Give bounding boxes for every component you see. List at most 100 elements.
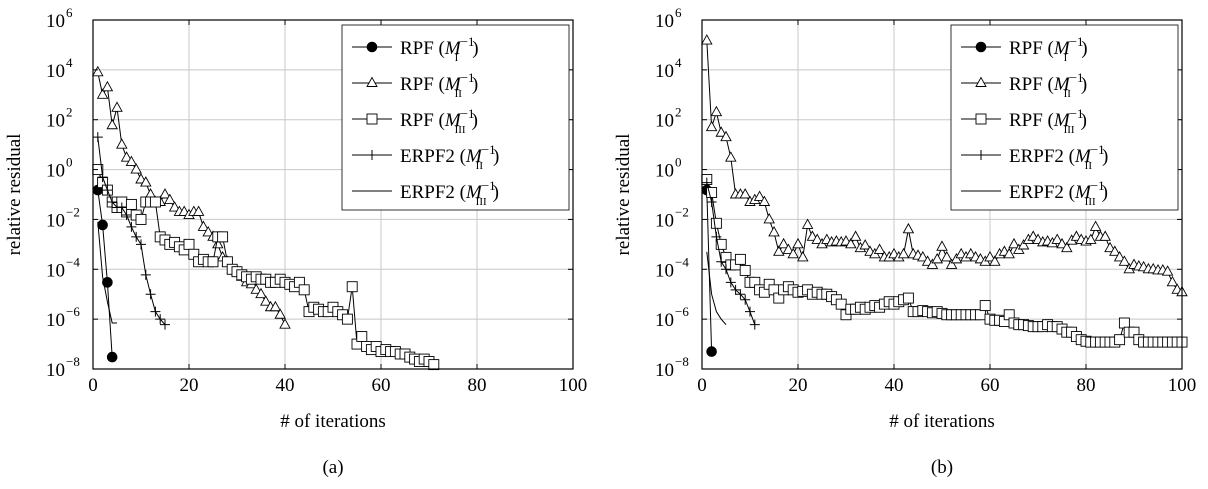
data-point <box>716 256 727 267</box>
legend-entry-label: RPF (M−1 III) <box>1009 106 1087 136</box>
data-point <box>130 163 142 174</box>
data-point <box>701 34 713 45</box>
data-point <box>207 256 219 268</box>
data-point <box>135 213 147 225</box>
legend-marker <box>976 150 986 160</box>
data-point <box>155 314 166 325</box>
data-point <box>749 319 760 330</box>
data-point <box>192 205 205 216</box>
data-point <box>711 231 722 242</box>
data-point <box>1008 237 1020 249</box>
legend-marker <box>366 41 378 53</box>
y-tick-label: 10 <box>655 11 674 32</box>
data-point <box>740 294 751 305</box>
y-tick-exponent: −6 <box>675 304 689 319</box>
y-tick-label: 10 <box>655 111 674 132</box>
data-point <box>950 252 963 264</box>
data-point <box>150 306 161 317</box>
data-point <box>125 198 137 210</box>
data-point <box>945 258 958 269</box>
y-tick-exponent: 4 <box>66 55 73 70</box>
series-1 <box>701 34 1188 297</box>
data-point <box>787 247 799 259</box>
y-tick-exponent: 2 <box>675 105 682 120</box>
data-point <box>106 118 118 130</box>
data-point <box>984 250 996 262</box>
y-axis-label: relative residual <box>613 134 634 256</box>
data-point <box>835 298 847 310</box>
x-tick-label: 60 <box>372 375 391 396</box>
series-line <box>97 190 113 358</box>
data-point <box>902 292 914 304</box>
y-tick-exponent: −8 <box>66 354 80 369</box>
x-tick-label: 0 <box>697 375 707 396</box>
data-point <box>705 120 718 132</box>
data-point <box>1099 230 1111 241</box>
data-point <box>298 284 310 296</box>
y-tick-exponent: −8 <box>675 354 689 369</box>
data-point <box>116 202 127 213</box>
legend-entry-label: RPF (M−1 I) <box>400 34 479 64</box>
y-tick-exponent: −2 <box>675 204 689 219</box>
y-tick-label: 10 <box>655 161 674 182</box>
data-point <box>1017 239 1030 250</box>
x-axis-label: # of iterations <box>889 411 995 432</box>
legend-entry-label: RPF (M−1 II) <box>1009 70 1087 100</box>
data-point <box>782 243 795 254</box>
y-tick-label: 10 <box>655 310 674 331</box>
y-tick-exponent: −2 <box>66 204 80 219</box>
y-tick-label: 10 <box>46 260 65 281</box>
data-point <box>745 306 755 317</box>
data-point <box>768 226 780 237</box>
data-point <box>701 177 712 188</box>
data-point <box>1056 237 1068 249</box>
plot-frame <box>701 19 1183 370</box>
data-point <box>730 284 741 295</box>
legend-marker <box>366 76 378 87</box>
data-point <box>136 239 146 250</box>
data-point <box>356 331 368 343</box>
series-line <box>97 221 117 324</box>
data-point <box>735 289 746 300</box>
panel-label: (b) <box>931 457 953 478</box>
data-point <box>1104 241 1116 253</box>
data-point <box>164 193 176 204</box>
legend-entry-label: ERPF2 (M−1 III) <box>1009 178 1108 208</box>
data-point <box>140 269 151 280</box>
series-4 <box>706 251 727 325</box>
x-tick-label: 100 <box>1168 375 1197 396</box>
data-point <box>902 222 915 234</box>
legend-entry-label: RPF (M−1 II) <box>400 70 478 100</box>
legend-box <box>950 24 1179 211</box>
data-point <box>941 250 953 262</box>
data-point <box>140 176 152 187</box>
data-point <box>792 237 804 249</box>
data-point <box>96 88 109 99</box>
y-tick-label: 10 <box>655 360 674 381</box>
y-tick-label: 10 <box>46 61 65 82</box>
legend: RPF (M−1 I) RPF (M−1 II) RPF (M−1 III) ERPF2 (… <box>950 24 1179 211</box>
data-point <box>797 250 809 262</box>
data-point <box>269 300 282 312</box>
series-line <box>706 251 727 325</box>
data-point <box>725 151 737 162</box>
data-point <box>159 188 171 199</box>
data-point <box>773 245 785 256</box>
data-point <box>102 277 113 288</box>
y-tick-label: 10 <box>46 11 65 32</box>
y-tick-label: 10 <box>655 61 674 82</box>
data-point <box>160 319 170 330</box>
data-point <box>101 80 114 92</box>
data-point <box>710 105 723 117</box>
data-point <box>260 295 272 306</box>
legend-marker <box>975 76 987 87</box>
data-point <box>897 247 910 259</box>
data-point <box>1118 317 1130 329</box>
data-point <box>217 231 229 243</box>
legend-marker <box>975 113 987 125</box>
y-tick-label: 10 <box>655 210 674 231</box>
x-tick-label: 40 <box>885 375 904 396</box>
data-point <box>346 281 358 293</box>
